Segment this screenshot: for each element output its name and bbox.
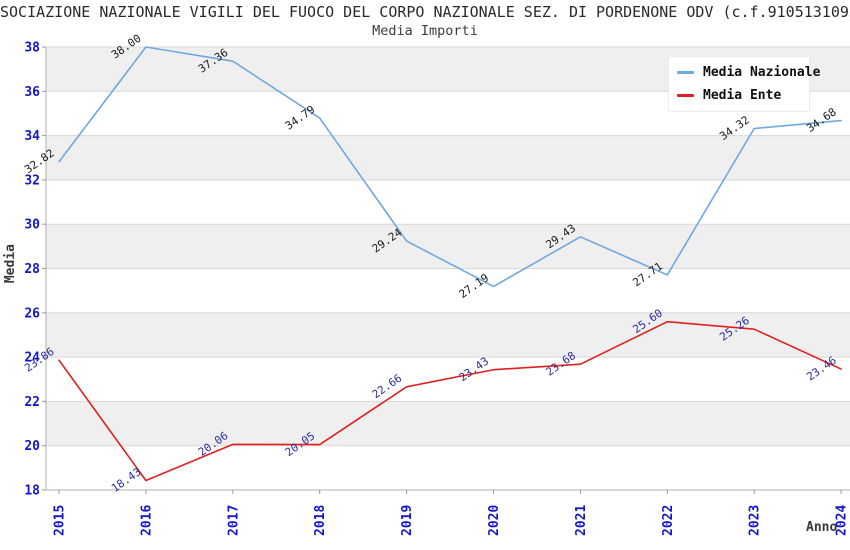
x-tick-label: 2022 <box>661 505 676 536</box>
y-tick-label: 24 <box>24 351 40 366</box>
grid-band <box>46 135 850 180</box>
grid-band <box>46 312 850 358</box>
point-label-series-1: 22.66 <box>370 372 405 402</box>
chart-subtitle: Media Importi <box>372 23 478 39</box>
x-axis-title: Anno <box>806 520 838 535</box>
x-tick-label: 2018 <box>313 505 328 536</box>
legend-label-media-ente: Media Ente <box>703 88 782 103</box>
chart-title: SOCIAZIONE NAZIONALE VIGILI DEL FUOCO DE… <box>0 3 850 21</box>
y-axis-title: Media <box>3 244 18 284</box>
grid-band <box>46 401 850 446</box>
y-tick-label: 18 <box>24 484 40 499</box>
x-tick-label: 2021 <box>574 505 589 536</box>
x-tick-label: 2019 <box>400 505 415 536</box>
legend-line-swatch-red <box>677 94 694 97</box>
grid-band <box>46 224 850 269</box>
y-tick-label: 28 <box>24 262 40 277</box>
legend-label-media-nazionale: Media Nazionale <box>703 65 821 80</box>
point-label-series-1: 23.46 <box>804 354 839 384</box>
legend-line-swatch-blue <box>677 71 694 74</box>
x-tick-label: 2015 <box>53 505 68 536</box>
point-label-series-1: 23.43 <box>457 355 492 385</box>
y-tick-label: 38 <box>24 41 40 56</box>
legend: Media Nazionale Media Ente <box>668 56 820 112</box>
y-tick-label: 30 <box>24 218 40 233</box>
legend-item-media-ente: Media Ente <box>677 88 805 103</box>
y-tick-label: 22 <box>24 395 40 410</box>
legend-item-media-nazionale: Media Nazionale <box>677 65 820 80</box>
series-line-1 <box>58 320 842 482</box>
x-tick-label: 2024 <box>835 505 850 536</box>
y-tick-label: 20 <box>24 439 40 454</box>
x-tick-label: 2017 <box>226 505 241 536</box>
x-tick-label: 2016 <box>139 505 154 536</box>
point-label-series-0: 34.79 <box>283 103 318 133</box>
y-tick-label: 26 <box>24 306 40 321</box>
series-line-0 <box>58 46 842 288</box>
y-tick-label: 34 <box>24 129 40 144</box>
y-tick-label: 32 <box>24 173 40 188</box>
x-tick-label: 2023 <box>748 505 763 536</box>
y-tick-label: 36 <box>24 85 40 100</box>
x-tick-label: 2020 <box>487 505 502 536</box>
